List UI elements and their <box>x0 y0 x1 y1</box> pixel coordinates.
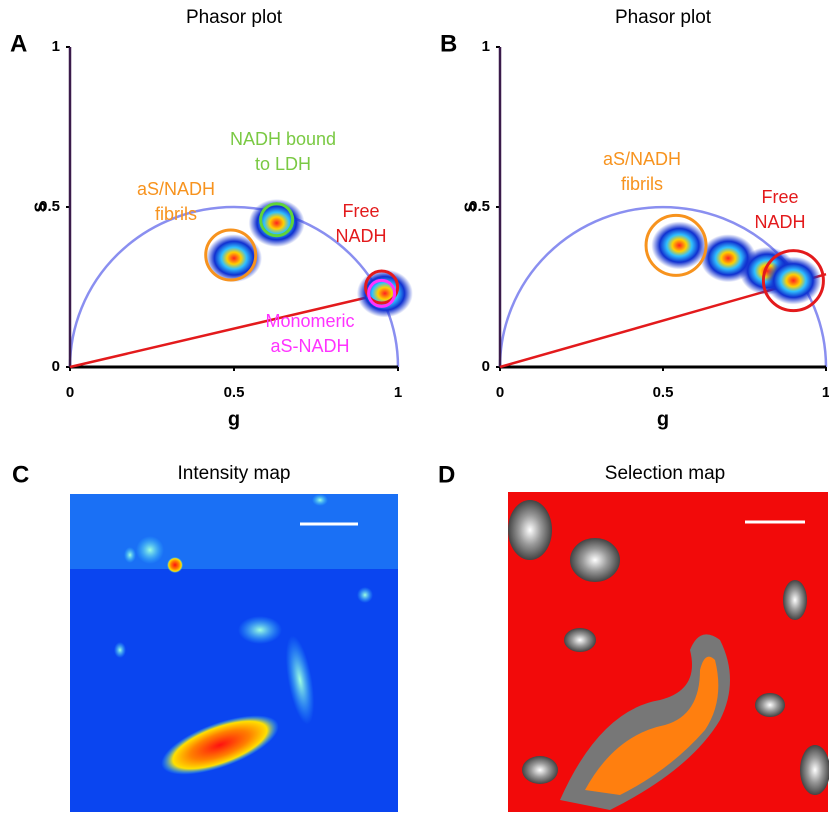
y-tick-label: 0.5 <box>469 198 490 215</box>
annotation: Free <box>342 201 379 221</box>
cluster <box>651 221 707 269</box>
y-tick-label: 0 <box>52 358 60 375</box>
intensity-image <box>70 494 398 812</box>
cluster <box>249 199 305 247</box>
x-tick-label: 1 <box>394 384 402 401</box>
x-tick-label: 0.5 <box>653 384 674 401</box>
cluster <box>765 257 821 305</box>
y-tick-label: 1 <box>52 38 60 55</box>
plot-title: Phasor plot <box>186 7 283 28</box>
annotation: fibrils <box>155 204 197 224</box>
annotation: aS/NADH <box>603 149 681 169</box>
panel-letter: A <box>10 30 27 57</box>
y-tick-label: 0.5 <box>39 198 60 215</box>
annotation: fibrils <box>621 174 663 194</box>
annotation: NADH <box>754 212 805 232</box>
annotation: NADH bound <box>230 129 336 149</box>
x-axis-label: g <box>657 408 669 430</box>
annotation: Monomeric <box>265 311 354 331</box>
y-tick-label: 0 <box>482 358 490 375</box>
plot-title: Phasor plot <box>615 7 712 28</box>
x-tick-label: 1 <box>822 384 829 401</box>
x-tick-label: 0.5 <box>224 384 245 401</box>
panel-title: Intensity map <box>178 463 291 484</box>
figure: C Intensity map D Selection map Phasor p… <box>0 0 829 817</box>
x-tick-label: 0 <box>66 384 74 401</box>
x-axis-label: g <box>228 408 240 430</box>
annotation: aS/NADH <box>137 179 215 199</box>
panel-letter: C <box>12 461 29 488</box>
annotation: to LDH <box>255 154 311 174</box>
x-tick-label: 0 <box>496 384 504 401</box>
cluster <box>357 269 413 317</box>
panel-letter: D <box>438 461 455 488</box>
selection-image <box>508 492 829 812</box>
annotation: Free <box>761 187 798 207</box>
annotation: aS-NADH <box>270 336 349 356</box>
panel-letter: B <box>440 30 457 57</box>
annotation: NADH <box>335 226 386 246</box>
y-tick-label: 1 <box>482 38 490 55</box>
panel-title: Selection map <box>605 463 725 484</box>
page: C Intensity map D Selection map Phasor p… <box>0 0 829 822</box>
